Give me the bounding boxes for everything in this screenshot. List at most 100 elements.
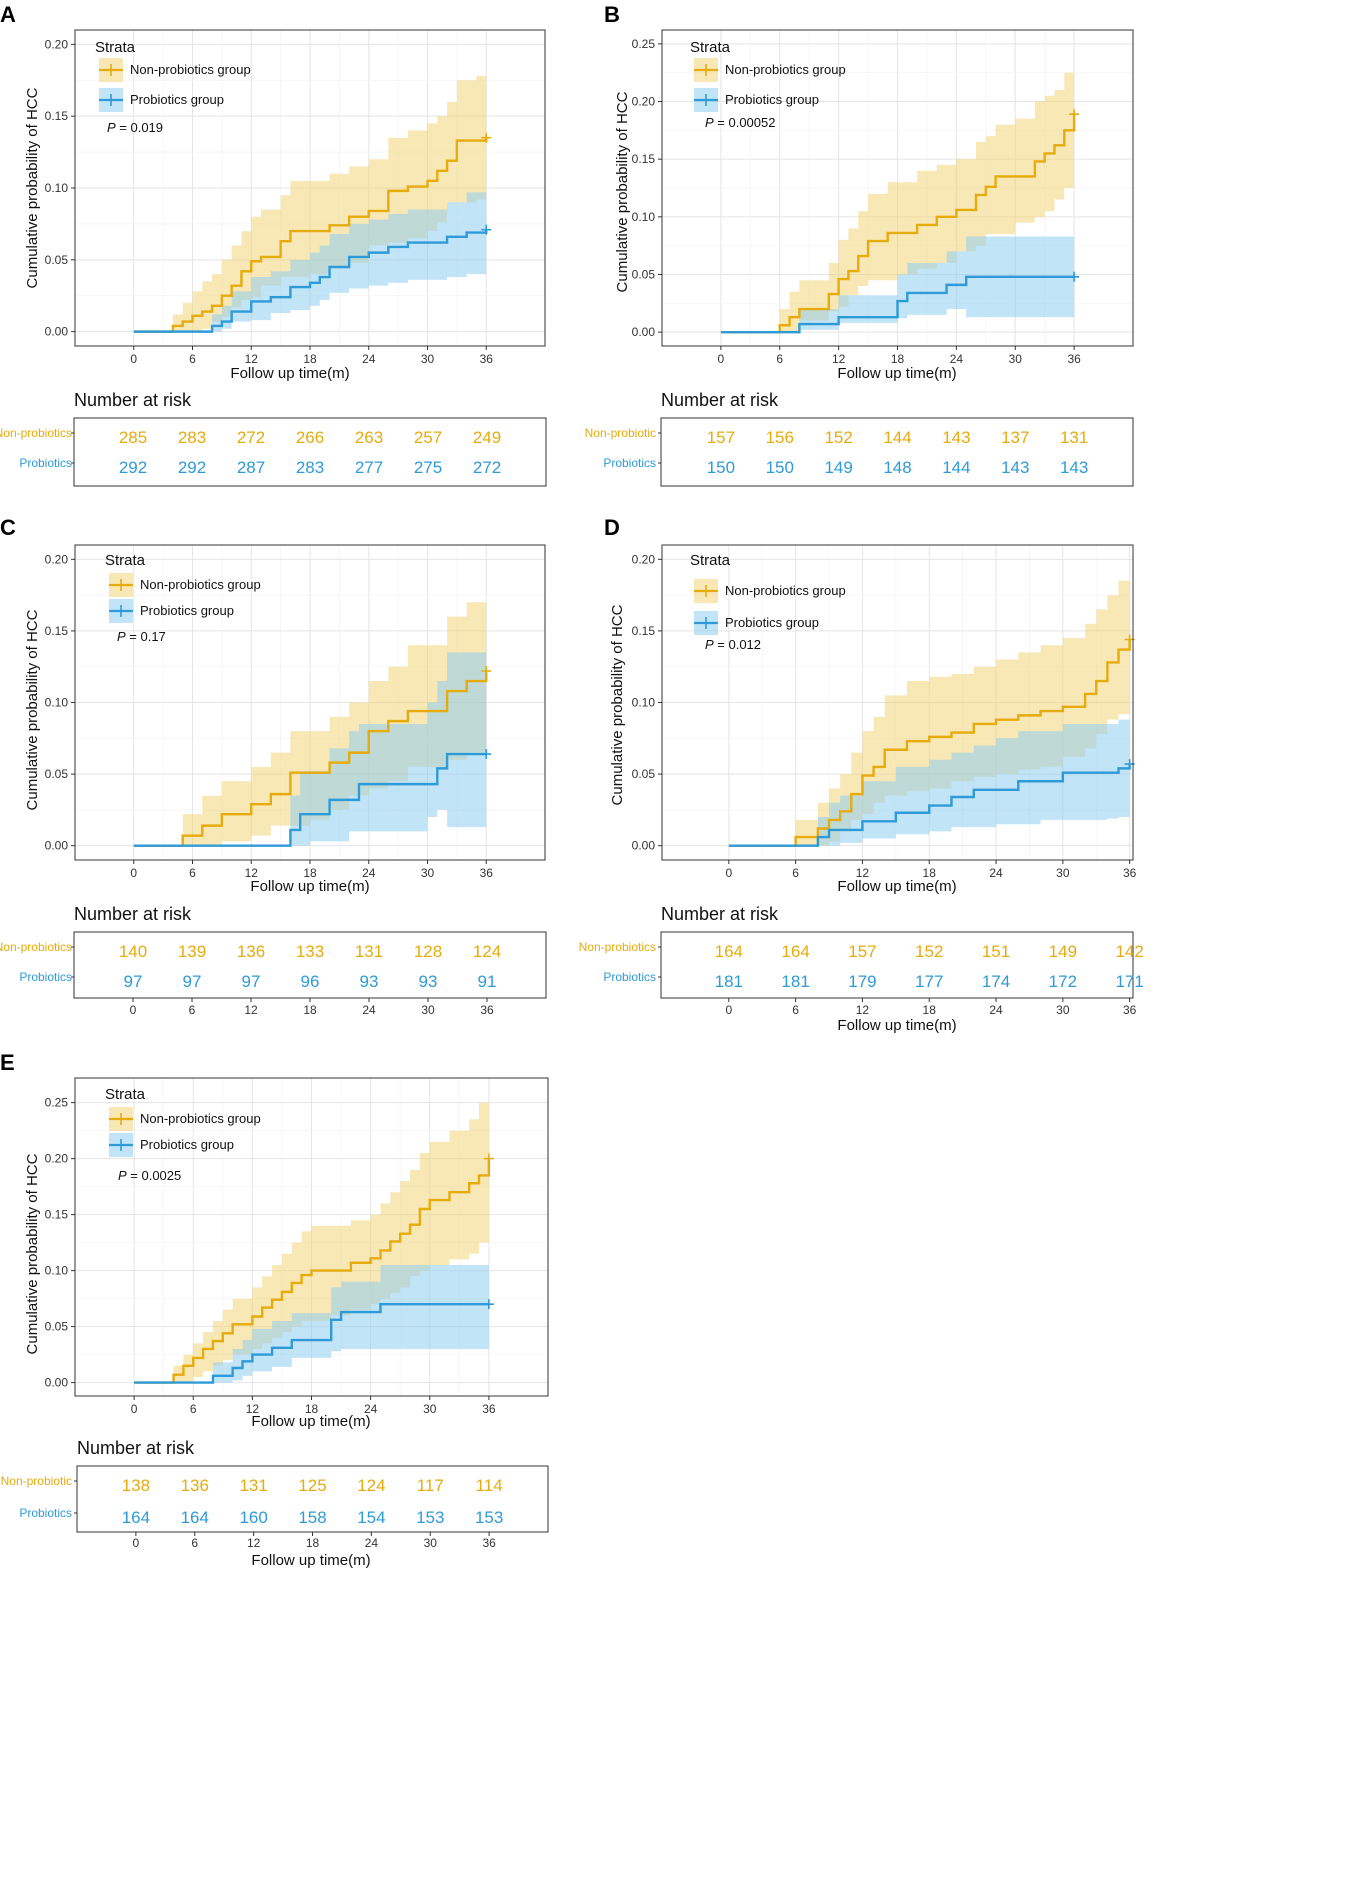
- risk-count: 133: [296, 942, 324, 961]
- legend-item-probiotics: Probiotics group: [694, 611, 819, 635]
- y-tick-label: 0.25: [45, 1096, 69, 1110]
- risk-table-title: Number at risk: [661, 904, 779, 924]
- legend-item-probiotics: Probiotics group: [99, 88, 224, 112]
- non-probiotics-censor-mark: [481, 132, 492, 143]
- x-tick-label: 18: [923, 866, 937, 880]
- risk-count: 172: [1049, 972, 1077, 991]
- p-value-text: = 0.0025: [127, 1168, 182, 1183]
- risk-count: 139: [178, 942, 206, 961]
- legend-label: Probiotics group: [140, 603, 234, 618]
- p-value: P = 0.019: [107, 120, 163, 135]
- risk-count: 124: [357, 1476, 385, 1495]
- x-tick-label: 18: [305, 1402, 319, 1416]
- risk-count: 277: [355, 458, 383, 477]
- y-tick-label: 0.00: [45, 1376, 69, 1390]
- probiotics-curve: [728, 764, 1131, 847]
- non-probiotics-ci-band: [728, 552, 1130, 846]
- risk-count: 149: [1049, 942, 1077, 961]
- risk-count: 152: [824, 428, 852, 447]
- non-probiotics-curve: [720, 114, 1076, 334]
- risk-count: 174: [982, 972, 1010, 991]
- legend-label: Non-probiotics group: [725, 583, 846, 598]
- risk-count: 283: [296, 458, 324, 477]
- legend-label: Non-probiotics group: [140, 1111, 261, 1126]
- probiotics-censor-mark: [481, 224, 492, 235]
- x-tick-label: 24: [362, 352, 376, 366]
- p-value: P = 0.17: [117, 629, 166, 644]
- y-tick-label: 0.15: [632, 624, 656, 638]
- risk-row-label: Non-probiotic: [585, 426, 656, 440]
- risk-count: 179: [848, 972, 876, 991]
- y-tick-label: 0.05: [45, 253, 69, 267]
- legend-label: Probiotics group: [130, 92, 224, 107]
- x-tick-label: 30: [421, 866, 435, 880]
- y-tick-label: 0.15: [45, 109, 69, 123]
- y-tick-label: 0.20: [632, 95, 656, 109]
- risk-x-tick-label: 12: [244, 1003, 258, 1017]
- x-axis-label: Follow up time(m): [251, 1413, 370, 1430]
- risk-x-tick-label: 6: [189, 1003, 196, 1017]
- risk-count: 131: [355, 942, 383, 961]
- legend-label: Probiotics group: [725, 615, 819, 630]
- risk-table-title: Number at risk: [74, 904, 192, 924]
- risk-x-tick-label: 30: [1056, 1003, 1070, 1017]
- p-value-text: = 0.019: [116, 120, 163, 135]
- risk-count: 157: [707, 428, 735, 447]
- y-tick-label: 0.20: [45, 37, 69, 51]
- risk-count: 150: [707, 458, 735, 477]
- p-value-text: = 0.00052: [714, 115, 776, 130]
- probiotics-ci-band: [133, 652, 487, 846]
- y-tick-label: 0.00: [45, 325, 69, 339]
- risk-count: 114: [476, 1476, 503, 1495]
- risk-table-title: Number at risk: [77, 1438, 195, 1458]
- risk-x-tick-label: 6: [191, 1536, 198, 1550]
- p-value: P = 0.0025: [118, 1168, 181, 1183]
- risk-table-title: Number at risk: [661, 390, 779, 410]
- x-tick-label: 12: [246, 1402, 260, 1416]
- x-tick-label: 36: [1123, 866, 1137, 880]
- probiotics-ci-band: [728, 713, 1130, 846]
- risk-count: 97: [242, 972, 261, 991]
- legend-item-non-probiotics: Non-probiotics group: [99, 58, 251, 82]
- risk-count: 292: [119, 458, 147, 477]
- risk-count: 275: [414, 458, 442, 477]
- risk-count: 152: [915, 942, 943, 961]
- x-tick-label: 0: [725, 866, 732, 880]
- risk-row-label: Non-probiotics: [579, 940, 656, 954]
- probiotics-curve: [133, 229, 488, 333]
- legend-item-non-probiotics: Non-probiotics group: [109, 573, 261, 597]
- risk-count: 144: [942, 458, 970, 477]
- panel-letter: C: [0, 515, 16, 540]
- legend-item-non-probiotics: Non-probiotics group: [694, 58, 846, 82]
- risk-count: 131: [1060, 428, 1088, 447]
- y-tick-label: 0.10: [45, 1264, 69, 1278]
- legend-label: Probiotics group: [140, 1137, 234, 1152]
- y-tick-label: 0.00: [632, 325, 656, 339]
- non-probiotics-curve: [728, 639, 1131, 847]
- p-label: P: [107, 120, 116, 135]
- panel-letter: A: [0, 2, 16, 27]
- probiotics-censor-mark: [483, 1299, 494, 1310]
- risk-count: 272: [473, 458, 501, 477]
- risk-table-frame: [73, 931, 547, 999]
- risk-row-label: Non-probiotic: [1, 1474, 72, 1488]
- risk-count: 177: [915, 972, 943, 991]
- risk-x-axis-label: Follow up time(m): [251, 1552, 370, 1569]
- risk-x-tick-label: 24: [365, 1536, 379, 1550]
- risk-count: 164: [122, 1508, 150, 1527]
- risk-count: 164: [715, 942, 743, 961]
- x-tick-label: 18: [891, 352, 905, 366]
- risk-x-tick-label: 24: [989, 1003, 1003, 1017]
- probiotics-censor-mark: [481, 749, 492, 760]
- x-axis-label: Follow up time(m): [837, 878, 956, 895]
- legend-item-probiotics: Probiotics group: [694, 88, 819, 112]
- risk-x-tick-label: 0: [725, 1003, 732, 1017]
- risk-count: 138: [122, 1476, 150, 1495]
- x-tick-label: 6: [776, 352, 783, 366]
- risk-count: 153: [416, 1508, 444, 1527]
- risk-count: 263: [355, 428, 383, 447]
- non-probiotics-censor-mark: [481, 666, 492, 676]
- risk-x-tick-label: 18: [303, 1003, 317, 1017]
- x-tick-label: 30: [423, 1402, 437, 1416]
